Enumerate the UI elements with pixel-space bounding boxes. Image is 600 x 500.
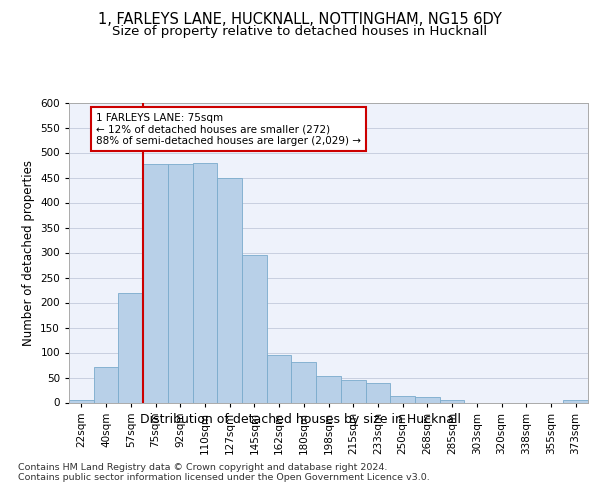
Bar — [143, 164, 168, 402]
Y-axis label: Number of detached properties: Number of detached properties — [22, 160, 35, 346]
Bar — [292, 362, 316, 403]
Bar — [217, 178, 242, 402]
Text: Distribution of detached houses by size in Hucknall: Distribution of detached houses by size … — [139, 412, 461, 426]
Bar — [390, 396, 415, 402]
Bar — [267, 354, 292, 403]
Bar — [341, 380, 365, 402]
Bar — [118, 292, 143, 403]
Text: Contains HM Land Registry data © Crown copyright and database right 2024.
Contai: Contains HM Land Registry data © Crown c… — [18, 462, 430, 482]
Bar — [415, 396, 440, 402]
Text: Size of property relative to detached houses in Hucknall: Size of property relative to detached ho… — [112, 24, 488, 38]
Bar — [94, 366, 118, 402]
Bar — [242, 255, 267, 402]
Bar — [316, 376, 341, 402]
Bar — [69, 400, 94, 402]
Bar — [365, 382, 390, 402]
Bar — [440, 400, 464, 402]
Text: 1 FARLEYS LANE: 75sqm
← 12% of detached houses are smaller (272)
88% of semi-det: 1 FARLEYS LANE: 75sqm ← 12% of detached … — [96, 112, 361, 146]
Bar — [168, 164, 193, 402]
Bar — [563, 400, 588, 402]
Bar — [193, 163, 217, 402]
Text: 1, FARLEYS LANE, HUCKNALL, NOTTINGHAM, NG15 6DY: 1, FARLEYS LANE, HUCKNALL, NOTTINGHAM, N… — [98, 12, 502, 28]
